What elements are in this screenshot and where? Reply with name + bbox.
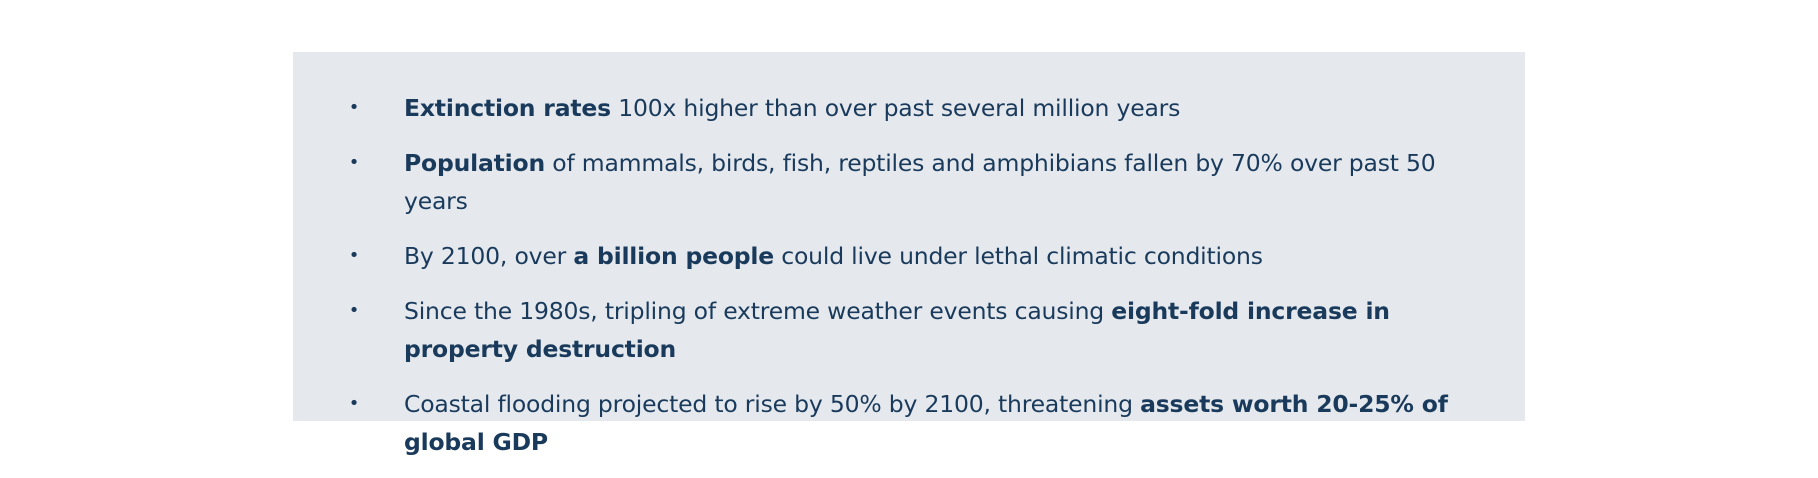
emphasis-text: assets worth 20-25% of global GDP <box>404 390 1448 456</box>
list-item: • Extinction rates 100x higher than over… <box>293 89 1525 127</box>
bullet-icon: • <box>348 393 360 414</box>
list-item-text: Since the 1980s, tripling of extreme wea… <box>404 292 1484 368</box>
list-item: • Population of mammals, birds, fish, re… <box>293 144 1525 220</box>
list-item-text: Extinction rates 100x higher than over p… <box>404 89 1484 127</box>
emphasis-text: Population <box>404 149 545 177</box>
body-text: could live under lethal climatic conditi… <box>774 242 1263 270</box>
bullet-icon: • <box>348 152 360 173</box>
emphasis-text: a billion people <box>573 242 774 270</box>
bullet-icon: • <box>348 97 360 118</box>
emphasis-text: eight-fold increase in property destruct… <box>404 297 1390 363</box>
climate-facts-list: • Extinction rates 100x higher than over… <box>293 89 1525 478</box>
body-text: 100x higher than over past several milli… <box>610 94 1181 122</box>
bullet-icon: • <box>348 245 360 266</box>
climate-facts-panel: • Extinction rates 100x higher than over… <box>293 52 1525 456</box>
body-text: By 2100, over <box>404 242 574 270</box>
body-text: Since the 1980s, tripling of extreme wea… <box>404 297 1112 325</box>
bullet-icon: • <box>348 300 360 321</box>
body-text: of mammals, birds, fish, reptiles and am… <box>404 149 1436 215</box>
list-item: • Coastal flooding projected to rise by … <box>293 385 1525 461</box>
list-item-text: By 2100, over a billion people could liv… <box>404 237 1484 275</box>
body-text: Coastal flooding projected to rise by 50… <box>404 390 1141 418</box>
list-item-text: Coastal flooding projected to rise by 50… <box>404 385 1484 461</box>
list-item: • By 2100, over a billion people could l… <box>293 237 1525 275</box>
emphasis-text: Extinction rates <box>404 94 611 122</box>
list-item-text: Population of mammals, birds, fish, rept… <box>404 144 1484 220</box>
list-item: • Since the 1980s, tripling of extreme w… <box>293 292 1525 368</box>
